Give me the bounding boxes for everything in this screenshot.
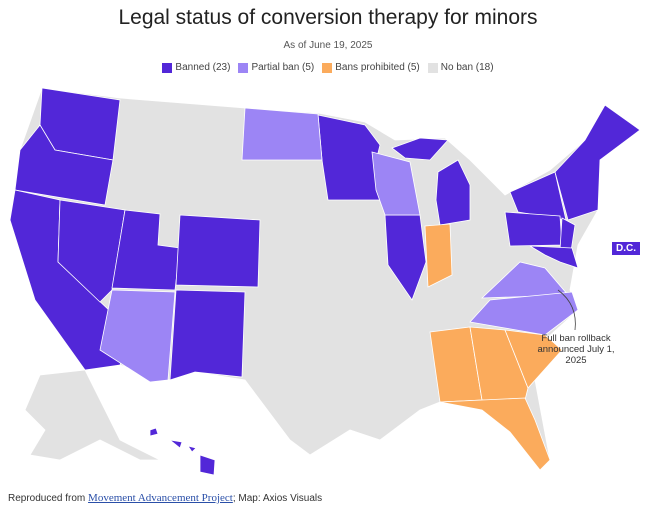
source-link[interactable]: Movement Advancement Project [88,492,233,504]
state-mi-upper [391,137,449,161]
legend-noban: No ban (18) [427,62,494,73]
dc-label: D.C. [612,242,640,255]
legend-label: Bans prohibited (5) [335,62,420,73]
legend-swatch [162,62,173,73]
state-ga [469,326,529,401]
state-in [424,223,453,288]
alaska [24,369,161,461]
annotation-arrow [557,289,576,331]
state-nc [469,291,579,336]
legend-partial: Partial ban (5) [238,62,314,73]
legend-swatch [238,62,249,73]
state-or [14,124,114,206]
legend: Banned (23) Partial ban (5) Bans prohibi… [0,62,656,73]
state-md-de [529,245,579,269]
annotation-note: Full ban rollback announced July 1, 2025 [537,333,615,366]
legend-banned: Banned (23) [162,62,230,73]
state-nm [169,289,246,381]
state-fl [439,397,551,471]
legend-prohibited: Bans prohibited (5) [322,62,420,73]
state-nv [57,199,126,303]
footer: Reproduced from Movement Advancement Pro… [8,492,322,504]
legend-label: Banned (23) [175,62,231,73]
chart-title: Legal status of conversion therapy for m… [118,6,538,29]
state-sc [504,329,563,389]
chart-subtitle: As of June 19, 2025 [283,40,373,51]
state-pa [504,211,563,247]
state-mi-lower [435,159,471,226]
legend-label: No ban (18) [440,62,494,73]
state-hi [149,427,216,476]
state-az [99,289,176,383]
legend-swatch [322,62,333,73]
state-co [175,214,261,288]
state-wi [371,151,421,216]
footer-prefix: Reproduced from [8,493,89,504]
legend-swatch [427,62,438,73]
state-new-england [554,104,641,221]
footer-suffix: ; Map: Axios Visuals [232,493,323,504]
legend-label: Partial ban (5) [251,62,315,73]
state-nd [241,107,323,161]
